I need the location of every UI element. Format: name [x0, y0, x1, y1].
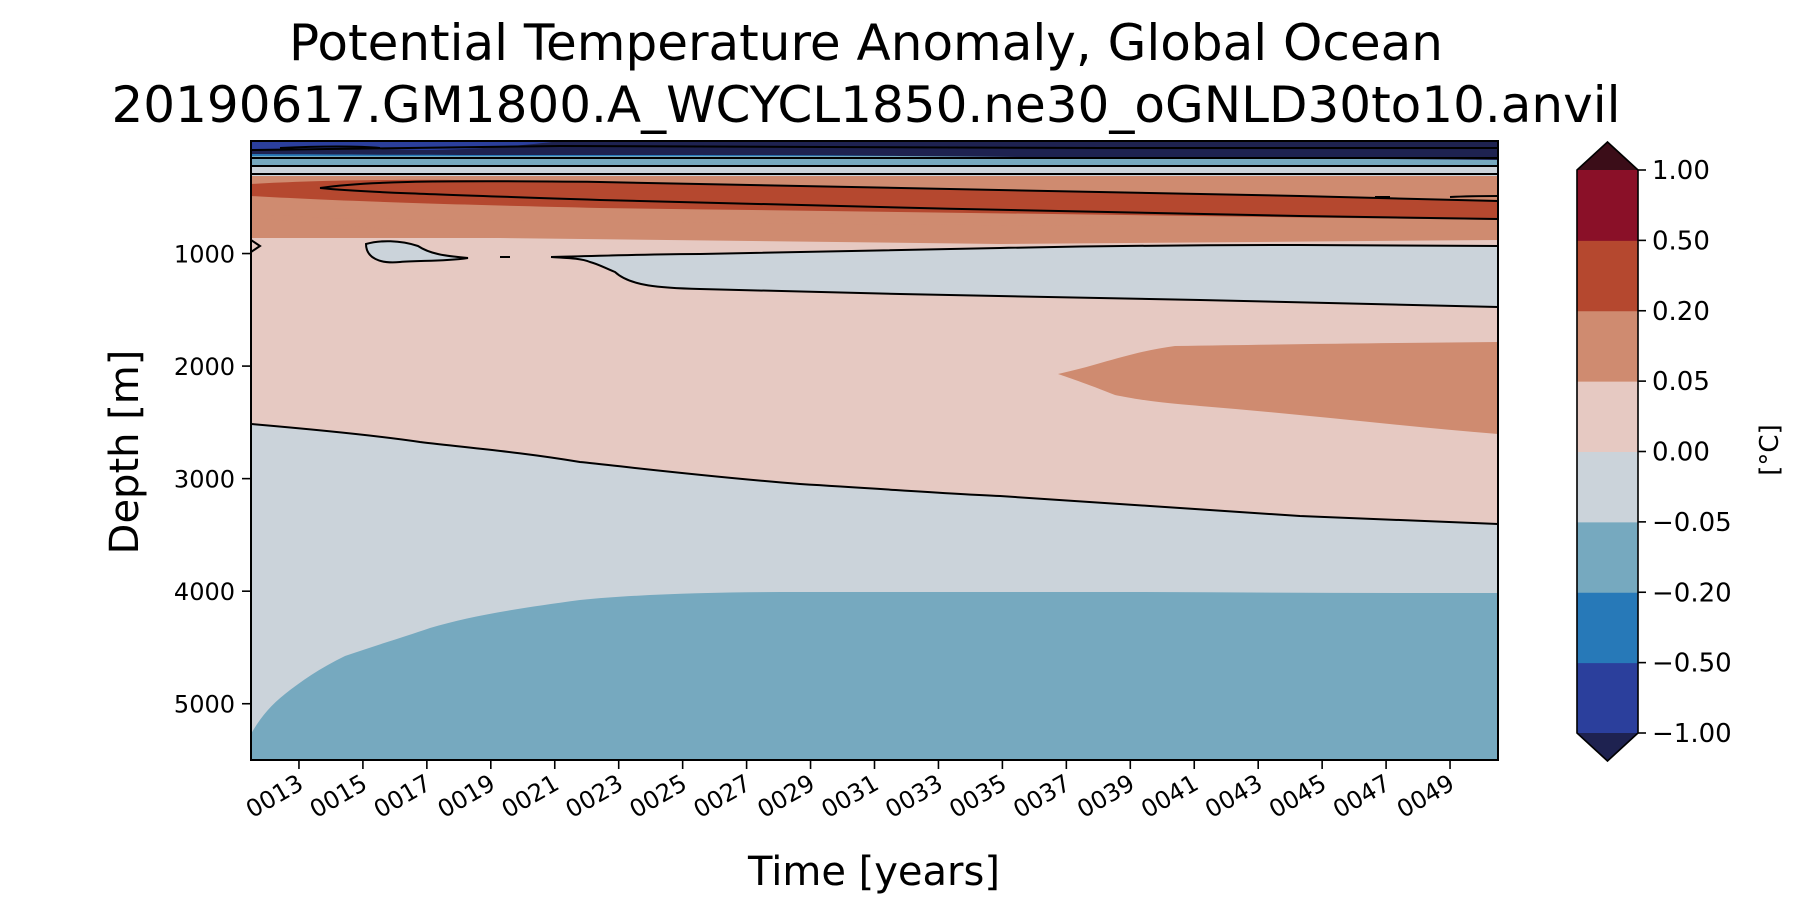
y-tick-label: 1000	[174, 241, 235, 269]
colorbar-tick-label: 0.20	[1652, 297, 1710, 327]
colorbar-segment	[1577, 662, 1638, 734]
colorbar-segment	[1577, 592, 1638, 664]
x-tick-label: 0047	[1328, 769, 1395, 824]
x-tick-label: 0031	[817, 769, 884, 824]
region-neg0.20-neg0.05-deep	[251, 592, 1498, 760]
colorbar-segment	[1577, 381, 1638, 452]
colorbar-segment	[1577, 310, 1638, 382]
y-tick-label: 4000	[174, 578, 235, 606]
region-0.05-0.20-taper	[251, 214, 1498, 244]
colorbar-tick-label: −0.05	[1652, 508, 1732, 538]
x-tick-label: 0021	[497, 769, 564, 824]
contour-lines	[251, 144, 1498, 525]
x-tick-label: 0041	[1136, 769, 1203, 824]
x-tick-label: 0015	[305, 769, 372, 824]
colorbar-extend-over	[1577, 142, 1638, 170]
contour-line	[251, 239, 262, 253]
x-tick-label: 0019	[433, 769, 500, 824]
colorbar-tick-label: −1.00	[1652, 719, 1732, 749]
chart-subtitle: 20190617.GM1800.A_WCYCL1850.ne30_oGNLD30…	[111, 76, 1620, 134]
colorbar-segment	[1577, 521, 1638, 593]
y-axis: 1000 2000 3000 4000 5000	[174, 241, 251, 719]
region-neg0.05-0.00-lens	[551, 245, 1498, 307]
x-tick-label: 0043	[1200, 769, 1267, 824]
x-axis-label: Time [years]	[747, 849, 1000, 895]
colorbar: −1.00 −0.50 −0.20 −0.05 0.00 0.05 0.20 0.50 1.00	[1576, 140, 1732, 763]
colorbar-tick-label: 0.00	[1652, 438, 1710, 468]
colorbar-segment	[1577, 240, 1638, 312]
x-tick-label: 0029	[753, 769, 820, 824]
colorbar-tick-label: 1.00	[1652, 156, 1710, 186]
contour-field	[251, 141, 1498, 760]
region-0.05-0.20-lobe	[1058, 342, 1498, 434]
colorbar-tick-label: −0.20	[1652, 578, 1732, 608]
y-tick-label: 5000	[174, 691, 235, 719]
y-tick-label: 3000	[174, 466, 235, 494]
contour-line	[251, 144, 1498, 151]
contour-line	[364, 240, 469, 264]
colorbar-tick-label: 0.05	[1652, 367, 1710, 397]
x-tick-label: 0035	[945, 769, 1012, 824]
region-neg0.05-0.00-blob	[366, 241, 468, 263]
y-tick-label: 2000	[174, 353, 235, 381]
colorbar-tick-label: 0.50	[1652, 226, 1710, 256]
contour-line	[251, 423, 1498, 525]
colorbar-segment	[1577, 170, 1638, 241]
x-tick-label: 0027	[689, 769, 756, 824]
x-tick-label: 0045	[1264, 769, 1331, 824]
x-tick-label: 0049	[1392, 769, 1459, 824]
x-tick-label: 0013	[241, 769, 308, 824]
contour-line	[550, 256, 1498, 308]
contour-line	[550, 243, 1498, 258]
region-neg0.20-neg0.05-surface	[251, 156, 1498, 166]
x-tick-label: 0033	[881, 769, 948, 824]
x-tick-label: 0023	[561, 769, 628, 824]
x-axis: 0013001500170019002100230025002700290031…	[241, 760, 1459, 824]
contour-line	[319, 180, 1498, 202]
contour-line	[1449, 195, 1498, 198]
contour-line	[319, 187, 1498, 220]
colorbar-extend-under	[1577, 733, 1638, 761]
chart-title: Potential Temperature Anomaly, Global Oc…	[289, 14, 1443, 72]
contour-line	[279, 145, 381, 149]
colorbar-label: [°C]	[1755, 424, 1785, 475]
x-tick-label: 0039	[1072, 769, 1139, 824]
x-tick-label: 0037	[1008, 769, 1075, 824]
x-tick-label: 0025	[625, 769, 692, 824]
colorbar-segment	[1577, 451, 1638, 523]
y-axis-label: Depth [m]	[102, 350, 148, 555]
x-tick-label: 0017	[369, 769, 436, 824]
region-neg0.05-0.00-surface	[251, 166, 1498, 176]
region-0.20-0.50	[251, 179, 1498, 220]
colorbar-tick-label: −0.50	[1652, 649, 1732, 679]
